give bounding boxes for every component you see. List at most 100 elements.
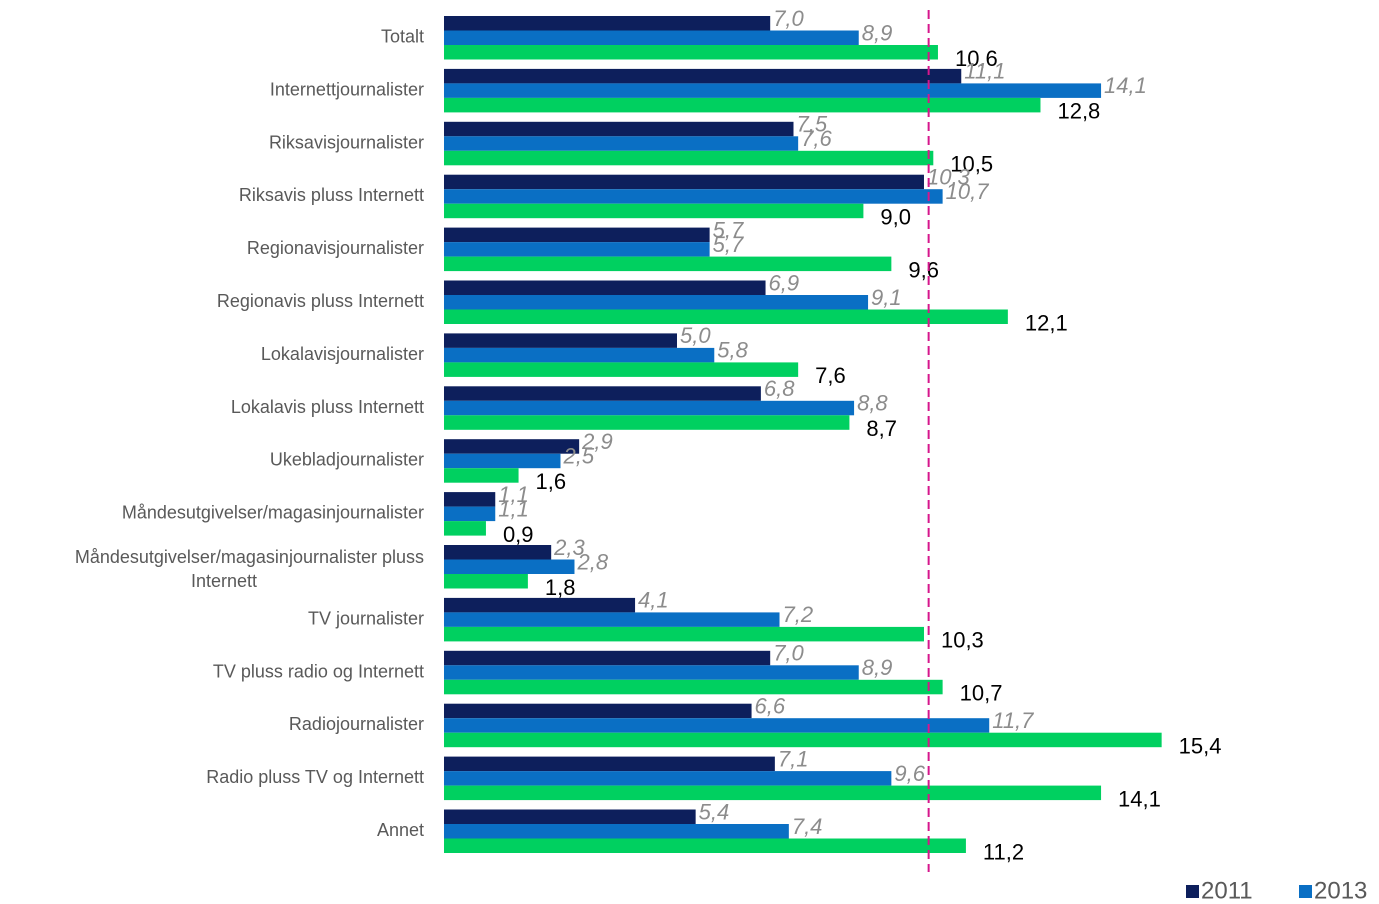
bar-2011-14 bbox=[444, 756, 775, 772]
bar-2011-12 bbox=[444, 650, 771, 666]
bar-2013-10 bbox=[444, 559, 575, 574]
bar-2011-9 bbox=[444, 492, 496, 507]
category-label-1: Internettjournalister bbox=[270, 79, 424, 99]
value-label-series-3-0: 10,6 bbox=[955, 46, 998, 71]
value-label-2013-15: 7,4 bbox=[792, 814, 823, 839]
bar-series-3-10 bbox=[444, 574, 528, 589]
bar-2013-13 bbox=[444, 718, 990, 733]
value-label-2011-12: 7,0 bbox=[773, 641, 804, 666]
value-label-2013-14: 9,6 bbox=[894, 761, 925, 786]
value-label-2011-15: 5,4 bbox=[699, 799, 730, 824]
bar-2011-13 bbox=[444, 703, 752, 719]
category-label-5: Regionavis pluss Internett bbox=[217, 291, 424, 311]
value-label-2013-7: 8,8 bbox=[857, 391, 888, 416]
value-label-2011-0: 7,0 bbox=[773, 6, 804, 31]
value-label-2013-4: 5,7 bbox=[713, 232, 744, 257]
bar-2013-5 bbox=[444, 295, 869, 310]
value-label-2011-11: 4,1 bbox=[638, 588, 669, 613]
category-label-11: TV journalister bbox=[308, 608, 424, 628]
value-label-series-3-13: 15,4 bbox=[1179, 734, 1222, 759]
legend-label-2013: 2013 bbox=[1314, 877, 1367, 904]
value-label-series-3-14: 14,1 bbox=[1118, 786, 1161, 811]
bar-2011-2 bbox=[444, 121, 794, 137]
bar-2011-15 bbox=[444, 809, 696, 824]
bar-2011-0 bbox=[444, 16, 771, 31]
bar-2011-4 bbox=[444, 227, 710, 243]
bar-series-3-14 bbox=[444, 785, 1102, 801]
value-label-2011-6: 5,0 bbox=[680, 323, 711, 348]
category-label-3: Riksavis pluss Internett bbox=[239, 185, 424, 205]
category-label-6: Lokalavisjournalister bbox=[261, 344, 424, 364]
value-label-series-3-11: 10,3 bbox=[941, 628, 984, 653]
value-label-series-3-10: 1,8 bbox=[545, 575, 576, 600]
category-label-4: Regionavisjournalister bbox=[247, 238, 424, 258]
value-label-2011-14: 7,1 bbox=[778, 746, 809, 771]
category-label-line: Internett bbox=[191, 571, 257, 591]
value-label-2011-10: 2,3 bbox=[553, 535, 585, 560]
bar-2011-7 bbox=[444, 386, 761, 401]
bar-series-3-2 bbox=[444, 150, 934, 166]
category-label-15: Annet bbox=[377, 820, 424, 840]
bar-2013-2 bbox=[444, 136, 799, 151]
value-label-2013-2: 7,6 bbox=[801, 126, 832, 151]
bar-2013-6 bbox=[444, 347, 715, 363]
value-label-series-3-6: 7,6 bbox=[815, 363, 846, 388]
bar-series-3-12 bbox=[444, 679, 943, 695]
bar-series-3-13 bbox=[444, 732, 1162, 748]
category-label-7: Lokalavis pluss Internett bbox=[231, 397, 424, 417]
bar-2013-15 bbox=[444, 824, 789, 839]
bar-series-3-9 bbox=[444, 521, 486, 536]
bar-2011-10 bbox=[444, 545, 552, 560]
value-label-series-3-9: 0,9 bbox=[503, 522, 534, 547]
bar-2013-4 bbox=[444, 242, 710, 257]
value-label-2011-1: 11,1 bbox=[964, 59, 1005, 84]
value-label-2011-4: 5,7 bbox=[713, 217, 744, 242]
value-label-2011-7: 6,8 bbox=[764, 376, 795, 401]
value-label-2013-6: 5,8 bbox=[717, 338, 748, 363]
value-label-2011-5: 6,9 bbox=[769, 270, 800, 295]
bar-2011-1 bbox=[444, 68, 962, 84]
value-label-series-3-3: 9,0 bbox=[880, 205, 911, 230]
bar-2013-14 bbox=[444, 771, 892, 786]
category-label-13: Radiojournalister bbox=[289, 714, 424, 734]
category-label-9: Måndesutgivelser/magasinjournalister bbox=[122, 503, 424, 523]
bar-series-3-15 bbox=[444, 838, 966, 853]
value-label-2013-5: 9,1 bbox=[871, 285, 902, 310]
bar-2011-5 bbox=[444, 280, 766, 295]
value-label-2013-3: 10,7 bbox=[946, 179, 990, 204]
bar-series-3-6 bbox=[444, 362, 799, 377]
value-label-series-3-7: 8,7 bbox=[866, 416, 897, 441]
category-label-8: Ukebladjournalister bbox=[270, 450, 424, 470]
bar-2013-8 bbox=[444, 453, 561, 469]
value-label-series-3-5: 12,1 bbox=[1025, 310, 1068, 335]
bar-2011-3 bbox=[444, 174, 924, 190]
bar-series-3-5 bbox=[444, 309, 1008, 324]
value-label-2011-13: 6,6 bbox=[755, 694, 786, 719]
value-label-2013-9: 1,1 bbox=[498, 496, 529, 521]
bar-series-3-4 bbox=[444, 256, 892, 272]
bar-2013-1 bbox=[444, 83, 1102, 98]
bar-2013-11 bbox=[444, 612, 780, 627]
legend-label-2011: 2011 bbox=[1201, 877, 1253, 904]
value-label-2013-13: 11,7 bbox=[992, 708, 1034, 733]
bar-2013-7 bbox=[444, 400, 855, 416]
bar-2013-9 bbox=[444, 506, 496, 522]
bar-series-3-1 bbox=[444, 97, 1041, 113]
value-label-2013-11: 7,2 bbox=[783, 602, 814, 627]
value-label-2013-8: 2,5 bbox=[563, 444, 595, 469]
value-label-series-3-1: 12,8 bbox=[1057, 99, 1100, 124]
category-label-2: Riksavisjournalister bbox=[269, 132, 424, 152]
value-label-2013-10: 2,8 bbox=[576, 549, 608, 574]
legend-swatch-2013 bbox=[1299, 885, 1312, 898]
bar-series-3-3 bbox=[444, 203, 864, 219]
value-label-series-3-12: 10,7 bbox=[960, 681, 1003, 706]
bar-2013-3 bbox=[444, 189, 943, 204]
bar-2011-6 bbox=[444, 333, 677, 348]
category-label-10: Måndesutgivelser/magasinjournalister plu… bbox=[75, 547, 424, 591]
value-label-series-3-2: 10,5 bbox=[950, 152, 993, 177]
bar-2011-8 bbox=[444, 439, 580, 454]
category-label-12: TV pluss radio og Internett bbox=[213, 661, 424, 681]
bar-series-3-0 bbox=[444, 45, 938, 60]
value-label-2013-0: 8,9 bbox=[862, 20, 893, 45]
